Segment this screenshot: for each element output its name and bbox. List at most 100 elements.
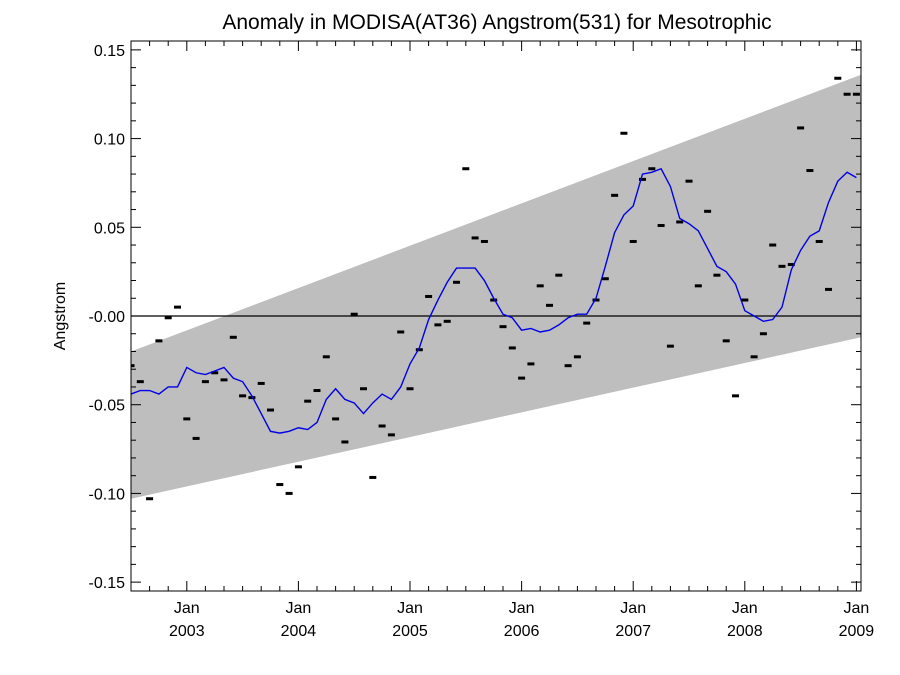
x-tick-year-label: 2007 bbox=[615, 623, 651, 640]
x-tick-year-label: 2008 bbox=[727, 623, 763, 640]
data-point bbox=[155, 339, 163, 343]
plot-area: 0.15 0.10 0.05 -0.00 -0.05 -0.10 -0.15 Jan 2003 J… bbox=[89, 40, 875, 640]
data-point bbox=[201, 380, 209, 384]
data-point bbox=[490, 298, 498, 302]
data-point bbox=[471, 236, 479, 240]
data-point bbox=[480, 239, 488, 243]
x-tick-year-label: 2009 bbox=[839, 623, 875, 640]
data-point bbox=[350, 312, 358, 316]
x-tick-month-label: Jan bbox=[844, 600, 870, 617]
y-tick-label: -0.15 bbox=[89, 575, 126, 592]
data-point bbox=[787, 263, 795, 267]
x-tick-month-label: Jan bbox=[509, 600, 535, 617]
data-point bbox=[443, 319, 451, 323]
data-point bbox=[629, 239, 637, 243]
data-point bbox=[620, 131, 628, 135]
data-point bbox=[722, 339, 730, 343]
data-point bbox=[378, 424, 386, 428]
data-point bbox=[313, 389, 321, 393]
data-point bbox=[815, 239, 823, 243]
data-point bbox=[639, 177, 647, 181]
data-point bbox=[685, 179, 693, 183]
y-tick-label: -0.10 bbox=[89, 486, 126, 503]
x-tick-year-label: 2004 bbox=[281, 623, 317, 640]
data-point bbox=[601, 277, 609, 281]
data-point bbox=[146, 497, 154, 501]
x-tick-month-label: Jan bbox=[732, 600, 758, 617]
data-point bbox=[546, 303, 554, 307]
y-axis-label: Angstrom bbox=[52, 282, 69, 350]
data-point bbox=[592, 298, 600, 302]
data-point bbox=[694, 284, 702, 288]
data-point bbox=[704, 209, 712, 213]
data-point bbox=[220, 378, 228, 382]
data-point bbox=[211, 371, 219, 375]
x-tick-month-label: Jan bbox=[286, 600, 312, 617]
x-tick-year-label: 2005 bbox=[392, 623, 428, 640]
data-point bbox=[131, 364, 135, 368]
data-point bbox=[239, 394, 247, 398]
data-point bbox=[769, 243, 777, 247]
data-point bbox=[797, 126, 805, 130]
y-tick-label: 0.05 bbox=[94, 220, 125, 237]
data-point bbox=[415, 348, 423, 352]
data-point bbox=[248, 396, 256, 400]
data-point bbox=[657, 224, 665, 228]
data-point bbox=[573, 355, 581, 359]
data-point bbox=[583, 321, 591, 325]
data-point bbox=[341, 440, 349, 444]
data-point bbox=[611, 193, 619, 197]
data-point bbox=[294, 465, 302, 469]
data-point bbox=[555, 273, 563, 277]
y-tick-label: -0.05 bbox=[89, 398, 126, 415]
chart-title: Anomaly in MODISA(AT36) Angstrom(531) fo… bbox=[222, 11, 771, 34]
data-point bbox=[564, 364, 572, 368]
data-point bbox=[462, 167, 470, 171]
data-point bbox=[527, 362, 535, 366]
y-tick-label: -0.00 bbox=[89, 309, 126, 326]
data-point bbox=[192, 436, 200, 440]
smoothed-anomaly-line bbox=[131, 167, 857, 434]
y-tick-label: 0.15 bbox=[94, 43, 125, 60]
monthly-anomaly-points bbox=[131, 76, 860, 501]
data-point bbox=[499, 325, 507, 329]
data-point bbox=[732, 394, 740, 398]
data-point bbox=[369, 475, 377, 479]
data-point bbox=[332, 417, 340, 421]
x-tick-month-label: Jan bbox=[174, 600, 200, 617]
data-point bbox=[778, 264, 786, 268]
data-point bbox=[304, 399, 312, 403]
data-point bbox=[508, 346, 516, 350]
data-point bbox=[750, 355, 758, 359]
data-point bbox=[648, 167, 656, 171]
data-point bbox=[843, 92, 851, 96]
data-point bbox=[741, 298, 749, 302]
data-point bbox=[434, 323, 442, 327]
data-point bbox=[536, 284, 544, 288]
data-point bbox=[229, 335, 237, 339]
data-point bbox=[322, 355, 330, 359]
data-point bbox=[852, 92, 860, 96]
data-point bbox=[174, 305, 181, 309]
data-point bbox=[806, 169, 814, 173]
data-point bbox=[834, 76, 842, 80]
data-point bbox=[453, 280, 461, 284]
data-point bbox=[360, 387, 367, 391]
data-point bbox=[425, 294, 433, 298]
x-tick-year-label: 2003 bbox=[169, 623, 205, 640]
x-tick-month-label: Jan bbox=[397, 600, 423, 617]
data-point bbox=[518, 376, 526, 380]
data-point bbox=[136, 380, 144, 384]
data-point bbox=[276, 483, 284, 487]
data-point bbox=[164, 316, 172, 320]
data-point bbox=[183, 417, 191, 421]
data-point bbox=[387, 433, 395, 437]
data-point bbox=[676, 220, 684, 224]
data-point bbox=[406, 387, 414, 391]
y-tick-label: 0.10 bbox=[94, 132, 125, 149]
confidence-band bbox=[131, 74, 861, 499]
data-point bbox=[713, 273, 721, 277]
data-point bbox=[397, 330, 405, 334]
data-point bbox=[666, 344, 674, 348]
